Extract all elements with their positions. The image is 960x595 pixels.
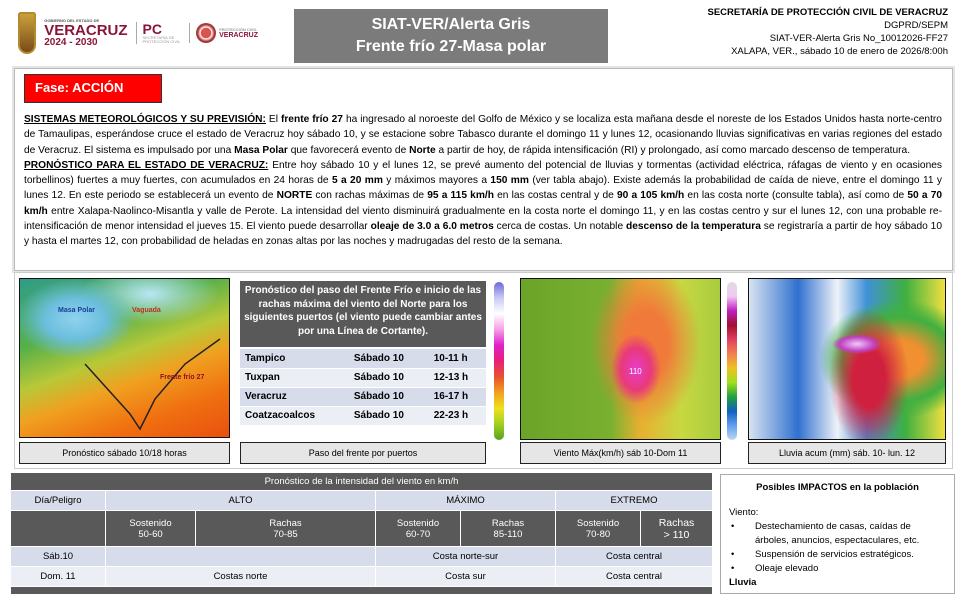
subheader: Rachas 70-85 xyxy=(195,510,376,547)
list-item: Oleaje elevado xyxy=(729,562,946,576)
gobierno-veracruz-logo: GOBIERNO DEL ESTADO DE VERACRUZ 2024 - 2… xyxy=(44,17,128,48)
impacts-rain-label: Lluvia xyxy=(729,577,757,588)
veracruz-coat-of-arms-logo xyxy=(18,12,37,54)
header-logos: GOBIERNO DEL ESTADO DE VERACRUZ 2024 - 2… xyxy=(18,10,258,56)
column-header: MÁXIMO xyxy=(375,490,556,511)
ports-caption: Paso del frente por puertos xyxy=(240,442,486,464)
synoptic-map-image: Masa Polar Vaguada Frente frío 27 xyxy=(19,278,230,438)
table-row: Coatzacoalcos Sábado 10 22-23 h xyxy=(240,406,486,426)
logo-text: PROTECCIÓN CIVIL xyxy=(219,26,258,32)
phase-badge: Fase: ACCIÓN xyxy=(24,74,162,103)
column-header: Día/Peligro xyxy=(10,490,106,511)
column-header: EXTREMO xyxy=(555,490,713,511)
subheader: Rachas 85-110 xyxy=(460,510,556,547)
map-label: Vaguada xyxy=(132,307,161,314)
subheader: Sostenido 60-70 xyxy=(375,510,461,547)
proteccion-civil-logo: PROTECCIÓN CIVIL VERACRUZ xyxy=(189,23,258,43)
forecast-panel xyxy=(14,68,953,271)
list-item: Destechamiento de casas, caídas de árbol… xyxy=(729,520,946,548)
section-heading: PRONÓSTICO PARA EL ESTADO DE VERACRUZ: xyxy=(24,159,269,171)
agency-name: SECRETARÍA DE PROTECCIÓN CIVIL DE VERACR… xyxy=(707,7,948,18)
column-header: ALTO xyxy=(105,490,376,511)
forecast-text: SISTEMAS METEOROLÓGICOS Y SU PREVISIÓN: … xyxy=(24,114,943,248)
map1-caption: Pronóstico sábado 10/18 horas xyxy=(19,442,230,464)
logo-text: 2024 - 2030 xyxy=(44,36,98,48)
map-label: Frente frío 27 xyxy=(160,374,205,381)
logo-text: VERACRUZ xyxy=(219,31,258,39)
pc-logo: PC SECRETARÍA DE PROTECCIÓN CIVIL xyxy=(135,21,182,44)
ports-table-header: Pronóstico del paso del Frente Frío e in… xyxy=(240,281,486,347)
subheader: Rachas > 110 xyxy=(640,510,713,547)
ports-table: Pronóstico del paso del Frente Frío e in… xyxy=(240,281,486,426)
cold-front-line xyxy=(84,338,221,431)
table-row: Veracruz Sábado 10 16-17 h xyxy=(240,387,486,407)
alert-title: SIAT-VER/Alerta Gris Frente frío 27-Masa… xyxy=(294,9,608,63)
wind-map-caption: Viento Máx(km/h) sáb 10-Dom 11 xyxy=(520,442,721,464)
subheader: Sostenido 70-80 xyxy=(555,510,641,547)
impacts-wind-label: Viento: xyxy=(729,507,759,518)
impacts-box: Posibles IMPACTOS en la población Viento… xyxy=(720,474,955,594)
logo-text: SECRETARÍA DE PROTECCIÓN CIVIL xyxy=(142,35,181,44)
department: DGPRD/SEPM xyxy=(884,20,948,31)
bulletin-number: SIAT-VER-Alerta Gris No_10012026-FF27 xyxy=(769,33,948,44)
map-label: Masa Polar xyxy=(58,307,95,314)
title-line-1: SIAT-VER/Alerta Gris xyxy=(371,16,531,33)
table-row: Tuxpan Sábado 10 12-13 h xyxy=(240,368,486,388)
maps-row xyxy=(14,272,953,469)
rain-map-caption: Lluvia acum (mm) sáb. 10- lun. 12 xyxy=(748,442,946,464)
rain-color-scale xyxy=(727,282,737,440)
wind-color-scale xyxy=(494,282,504,440)
section-heading: SISTEMAS METEOROLÓGICOS Y SU PREVISIÓN: xyxy=(24,114,266,125)
bulletin-date: XALAPA, VER., sábado 10 de enero de 2026… xyxy=(731,46,948,57)
impacts-title: Posibles IMPACTOS en la población xyxy=(756,482,919,493)
title-line-2: Frente frío 27-Masa polar xyxy=(355,38,547,55)
logo-text: GOBIERNO DEL ESTADO DE xyxy=(44,17,100,23)
table-row: Tampico Sábado 10 10-11 h xyxy=(240,349,486,369)
wind-map-image: 110 xyxy=(520,278,721,440)
table-title: Pronóstico de la intensidad del viento e… xyxy=(10,472,713,491)
pc-emblem-icon xyxy=(196,23,217,43)
logo-text: VERACRUZ xyxy=(44,21,128,39)
map-value-label: 110 xyxy=(629,367,642,376)
wind-intensity-table: Pronóstico de la intensidad del viento e… xyxy=(10,472,713,595)
list-item: Suspensión de servicios estratégicos. xyxy=(729,548,946,562)
subheader: Sostenido 50-60 xyxy=(105,510,196,547)
rain-map-image xyxy=(748,278,946,440)
logo-text: PC xyxy=(142,21,162,37)
table-row: Dom. 11 Costas norte Costa sur Costa centra… xyxy=(10,566,713,587)
table-row: Sáb.10 Costa norte-sur Costa central xyxy=(10,546,713,567)
header-info: SECRETARÍA DE PROTECCIÓN CIVIL DE VERACR… xyxy=(707,6,948,58)
